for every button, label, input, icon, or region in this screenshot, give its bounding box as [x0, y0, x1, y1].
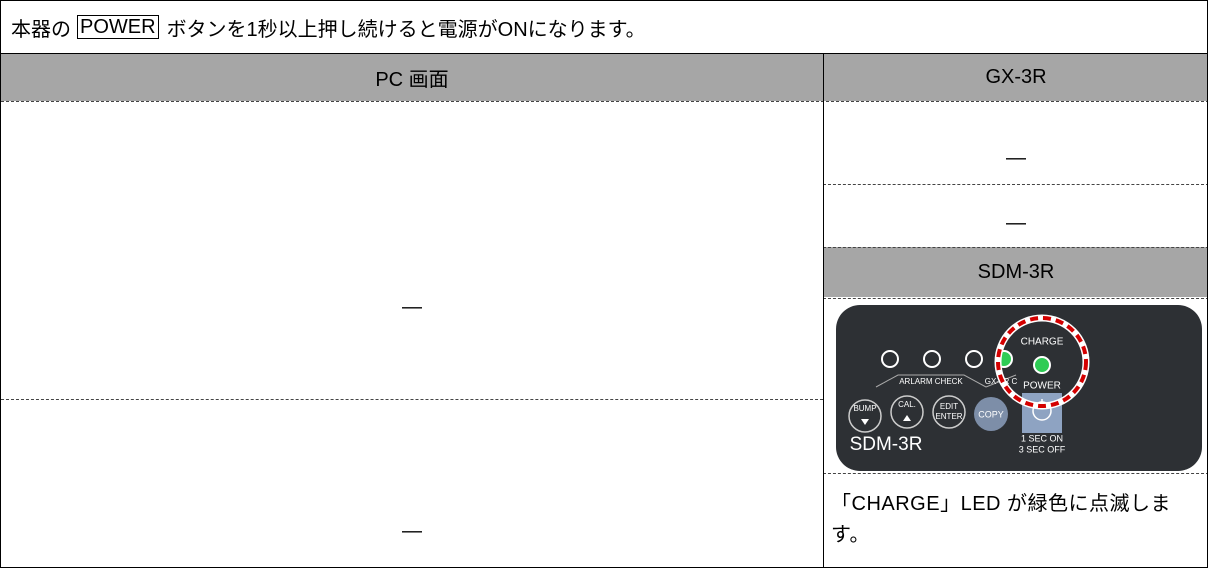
rule [823, 184, 1207, 185]
panel-label: 1 SEC ON [1021, 433, 1063, 443]
panel-label: 3 SEC OFF [1019, 444, 1066, 454]
sub-header-row [823, 247, 1207, 297]
panel-label: ENTER [935, 412, 962, 421]
header-cell: PC 画面 [375, 68, 449, 91]
intro-text: ボタンを1秒以上押し続けると電源がONになります。 [166, 18, 646, 41]
cell: — [402, 519, 422, 542]
intro: 本器の POWER ボタンを1秒以上押し続けると電源がONになります。 [11, 1, 646, 53]
cell: — [1006, 211, 1026, 234]
rule [823, 473, 1207, 474]
note: 「CHARGE」LED が緑色に点滅します。 [831, 493, 1172, 546]
header-row [1, 53, 1207, 101]
rule [1, 399, 823, 400]
rule [823, 298, 1207, 299]
panel-label: EDIT [940, 402, 958, 411]
panel-label: COPY [978, 409, 1004, 419]
header-cell: GX-3R [985, 65, 1047, 88]
panel-body [836, 305, 1202, 471]
panel-label: CHARGE [1021, 337, 1064, 348]
device-panel: ARLARM CHECK GX-3R C CHARGE POWER BUMP C… [836, 305, 1202, 471]
panel-label: CAL. [898, 400, 916, 409]
panel-label: POWER [1023, 381, 1061, 392]
panel-label: ARLARM CHECK [899, 377, 963, 386]
rule [1, 53, 1207, 54]
rule [1, 101, 1207, 102]
highlight-ring [996, 316, 1088, 408]
panel-label: SDM-3R [850, 434, 923, 455]
button-label: POWER [77, 15, 159, 39]
rule [823, 247, 1207, 248]
panel-label: BUMP [853, 404, 876, 413]
rule [823, 53, 824, 567]
sub-header-cell: SDM-3R [977, 260, 1055, 283]
intro-text: 本器の [11, 18, 71, 41]
cell: — [1006, 146, 1026, 169]
cell: — [402, 295, 422, 318]
